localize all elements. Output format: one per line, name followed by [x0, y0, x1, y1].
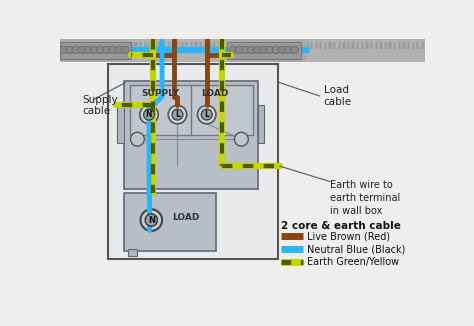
- Circle shape: [84, 46, 92, 54]
- Text: 2 core & earth cable: 2 core & earth cable: [282, 221, 401, 231]
- Circle shape: [278, 46, 286, 54]
- Circle shape: [66, 46, 73, 54]
- Text: Load
cable: Load cable: [324, 85, 352, 107]
- Text: L: L: [175, 110, 180, 119]
- Bar: [124, 193, 216, 251]
- Text: Live Brown (Red): Live Brown (Red): [307, 231, 390, 241]
- Circle shape: [60, 46, 67, 54]
- Circle shape: [272, 46, 280, 54]
- Circle shape: [172, 109, 183, 120]
- Bar: [118, 105, 124, 143]
- Circle shape: [144, 109, 155, 120]
- Circle shape: [140, 209, 162, 231]
- Circle shape: [121, 46, 129, 54]
- Text: LOAD: LOAD: [172, 213, 200, 222]
- Bar: [230, 39, 307, 62]
- Circle shape: [91, 46, 98, 54]
- Bar: [258, 105, 264, 143]
- Bar: [61, 42, 131, 59]
- Circle shape: [241, 46, 249, 54]
- Circle shape: [130, 132, 145, 146]
- Circle shape: [140, 105, 158, 124]
- Text: N: N: [146, 110, 152, 119]
- Text: N: N: [148, 215, 155, 225]
- Bar: [124, 82, 258, 189]
- Text: Supply
cable: Supply cable: [82, 95, 118, 116]
- Bar: [61, 39, 128, 62]
- Circle shape: [260, 46, 267, 54]
- Circle shape: [168, 105, 187, 124]
- Text: LOAD: LOAD: [201, 89, 228, 97]
- Bar: [130, 85, 253, 135]
- Circle shape: [198, 105, 216, 124]
- Bar: [227, 42, 301, 59]
- Text: L: L: [204, 110, 209, 119]
- Circle shape: [291, 46, 298, 54]
- Text: Earth Green/Yellow: Earth Green/Yellow: [307, 258, 399, 267]
- Bar: [108, 64, 278, 259]
- Circle shape: [247, 46, 255, 54]
- Circle shape: [109, 46, 117, 54]
- Circle shape: [145, 214, 157, 226]
- Circle shape: [201, 109, 212, 120]
- Circle shape: [254, 46, 261, 54]
- Bar: [128, 248, 137, 256]
- Text: Earth wire to
earth terminal
in wall box: Earth wire to earth terminal in wall box: [330, 180, 400, 216]
- Circle shape: [284, 46, 292, 54]
- Circle shape: [78, 46, 86, 54]
- Circle shape: [72, 46, 80, 54]
- Bar: [61, 39, 425, 62]
- Text: Neutral Blue (Black): Neutral Blue (Black): [307, 244, 405, 254]
- Circle shape: [235, 46, 243, 54]
- Text: SUPPLY: SUPPLY: [142, 89, 180, 97]
- Circle shape: [103, 46, 110, 54]
- Circle shape: [97, 46, 104, 54]
- Circle shape: [229, 46, 237, 54]
- Circle shape: [235, 132, 248, 146]
- Circle shape: [115, 46, 123, 54]
- Circle shape: [266, 46, 273, 54]
